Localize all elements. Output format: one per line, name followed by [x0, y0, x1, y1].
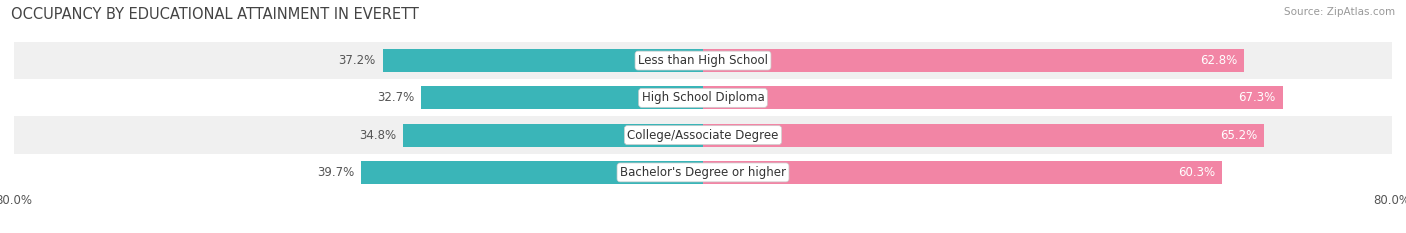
Bar: [422, 86, 703, 110]
Bar: [14, 42, 1392, 79]
Bar: [382, 49, 703, 72]
Text: College/Associate Degree: College/Associate Degree: [627, 129, 779, 142]
Text: High School Diploma: High School Diploma: [641, 91, 765, 104]
Bar: [703, 49, 1244, 72]
Text: 67.3%: 67.3%: [1239, 91, 1275, 104]
Bar: [14, 116, 1392, 154]
Bar: [703, 86, 1282, 110]
Bar: [361, 161, 703, 184]
Text: 39.7%: 39.7%: [316, 166, 354, 179]
Bar: [703, 161, 1222, 184]
Text: 60.3%: 60.3%: [1178, 166, 1215, 179]
Text: 37.2%: 37.2%: [339, 54, 375, 67]
Bar: [14, 154, 1392, 191]
Text: 34.8%: 34.8%: [360, 129, 396, 142]
Bar: [404, 123, 703, 147]
Text: 65.2%: 65.2%: [1220, 129, 1257, 142]
Text: OCCUPANCY BY EDUCATIONAL ATTAINMENT IN EVERETT: OCCUPANCY BY EDUCATIONAL ATTAINMENT IN E…: [11, 7, 419, 22]
Text: Source: ZipAtlas.com: Source: ZipAtlas.com: [1284, 7, 1395, 17]
Text: 62.8%: 62.8%: [1199, 54, 1237, 67]
Bar: [703, 123, 1264, 147]
Text: 32.7%: 32.7%: [377, 91, 415, 104]
Bar: [14, 79, 1392, 116]
Text: Less than High School: Less than High School: [638, 54, 768, 67]
Text: Bachelor's Degree or higher: Bachelor's Degree or higher: [620, 166, 786, 179]
